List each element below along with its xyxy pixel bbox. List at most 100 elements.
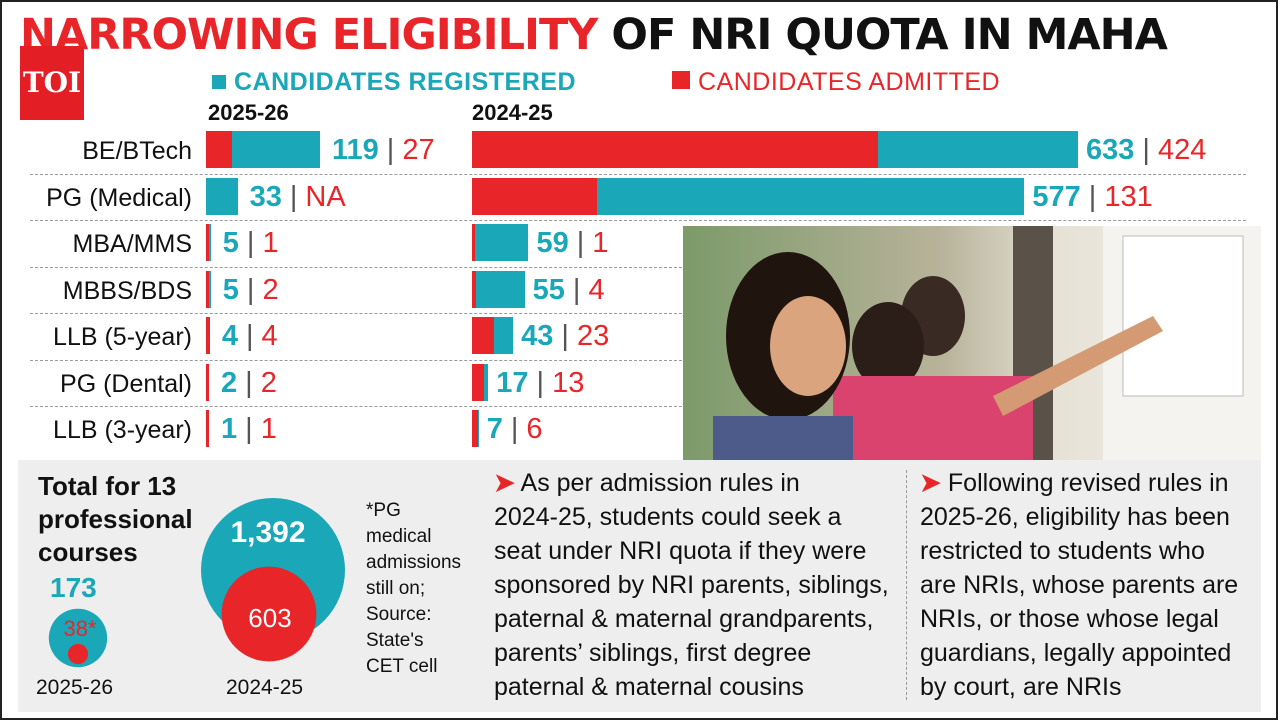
paragraph-line: Following revised rules in (947, 469, 1229, 497)
paragraph-line: seat under NRI quota if they were (494, 537, 867, 565)
bubble-admitted-2025-label: 38* (63, 616, 96, 641)
footnote-line: State's (366, 630, 424, 651)
paragraph-line: As per admission rules in (520, 469, 800, 497)
paragraph-line: parents’ siblings, first degree (494, 639, 812, 667)
toi-logo: TOI (20, 46, 84, 120)
category-label: LLB (5-year) (53, 323, 192, 351)
footnote: *PG medical admissions still on; Source:… (366, 498, 476, 680)
rules-2025-paragraph: ➤ Following revised rules in 2025-26, el… (920, 466, 1260, 704)
paragraph-line: guardians, legally appointed (920, 639, 1232, 667)
legend-registered: CANDIDATES REGISTERED (212, 66, 576, 98)
value-admitted: 424 (1157, 134, 1207, 166)
bar-registered (206, 177, 238, 215)
totals-heading-line: courses (38, 537, 138, 567)
row-divider (30, 359, 1246, 361)
category-label: PG (Medical) (46, 183, 192, 212)
value-separator: | (561, 320, 569, 352)
value-registered: 17 (496, 366, 529, 399)
value-label: 59 | 1 (536, 226, 608, 260)
bar-registered (472, 270, 525, 308)
bar-admitted (472, 363, 485, 401)
value-label: 1 | 1 (221, 412, 277, 446)
paragraph-line: are NRIs, whose parents are (920, 571, 1239, 599)
paragraph-line: 2025-26, eligibility has been (920, 503, 1230, 531)
bar-admitted (206, 317, 210, 354)
totals-heading: Total for 13 professional courses (38, 470, 193, 569)
value-admitted: 4 (261, 320, 278, 352)
bubble-admitted-2024-label: 603 (248, 603, 291, 633)
value-admitted: 27 (402, 134, 435, 166)
paragraph-line: paternal & maternal grandparents, (494, 605, 874, 633)
student-head-middle (852, 302, 924, 390)
value-registered: 5 (222, 273, 239, 306)
category-label: BE/BTech (82, 137, 192, 165)
bar-admitted (472, 317, 495, 354)
rules-2024-paragraph: ➤ As per admission rules in 2024-25, stu… (494, 466, 898, 704)
value-label: 17 | 13 (496, 366, 584, 400)
notice-paper (1122, 235, 1244, 397)
student-face-front (770, 296, 846, 396)
value-registered: 55 (532, 273, 565, 306)
bar-admitted (472, 410, 478, 447)
bar-admitted (472, 224, 475, 261)
footnote-line: admissions (366, 552, 462, 573)
legend-admitted-label: CANDIDATES ADMITTED (698, 68, 1001, 96)
bar-admitted (206, 410, 209, 447)
value-label: 633 | 424 (1086, 133, 1206, 167)
bubble-registered-2024-label: 1,392 (230, 516, 305, 549)
bar-admitted (206, 363, 209, 401)
value-separator: | (246, 227, 255, 259)
value-separator: | (1088, 180, 1097, 213)
paragraph-line: sponsored by NRI parents, siblings, (494, 571, 889, 599)
value-separator: | (510, 413, 519, 445)
totals-bubbles: 38* 1,392 603 (48, 498, 345, 668)
pointing-arm (993, 316, 1163, 416)
value-registered: 1 (221, 413, 238, 445)
legend-admitted-swatch (672, 71, 690, 89)
totals-year-2025: 2025-26 (36, 676, 114, 699)
student-scarf (713, 416, 853, 460)
value-registered: 33 (249, 180, 282, 213)
value-admitted: NA (305, 180, 346, 213)
value-admitted: 4 (588, 273, 605, 306)
value-registered: 4 (221, 320, 238, 352)
value-separator: | (245, 413, 253, 445)
category-label: LLB (3-year) (53, 416, 192, 444)
value-admitted: 1 (262, 227, 279, 259)
bubble-registered-2025 (48, 608, 108, 668)
value-separator: | (576, 227, 585, 259)
total-registered-2025: 173 (50, 572, 97, 603)
value-label: 43 | 23 (521, 319, 609, 353)
footnote-line: medical (366, 526, 432, 547)
bar-admitted (206, 270, 209, 308)
bar-registered (472, 224, 529, 261)
value-registered: 59 (536, 227, 569, 259)
row-divider (30, 173, 1246, 175)
footnote-line: *PG (366, 500, 401, 521)
value-separator: | (536, 366, 545, 399)
value-label: 2 | 2 (221, 366, 277, 400)
title-rest: OF NRI QUOTA IN MAHA (611, 10, 1168, 60)
bar-admitted (472, 177, 598, 215)
paragraph-line: paternal & maternal cousins (494, 673, 804, 701)
totals-year-2024: 2024-25 (226, 676, 304, 699)
value-registered: 7 (486, 413, 503, 445)
students-photo (683, 226, 1261, 460)
value-registered: 43 (521, 320, 554, 352)
year-header-2024-25: 2024-25 (472, 100, 553, 125)
value-separator: | (245, 320, 254, 352)
value-admitted: 23 (576, 320, 610, 352)
row-divider (30, 220, 1246, 221)
legend-registered-label: CANDIDATES REGISTERED (234, 68, 577, 96)
value-separator: | (245, 366, 253, 399)
category-label: MBBS/BDS (62, 276, 192, 305)
footnote-line: Source: (366, 604, 432, 625)
value-admitted: 6 (526, 413, 543, 445)
category-label: MBA/MMS (72, 230, 192, 258)
value-registered: 577 (1032, 180, 1081, 213)
value-label: 5 | 1 (223, 226, 279, 260)
bar-admitted (472, 270, 476, 308)
paragraph-line: restricted to students who (920, 537, 1205, 565)
value-separator: | (386, 134, 395, 166)
